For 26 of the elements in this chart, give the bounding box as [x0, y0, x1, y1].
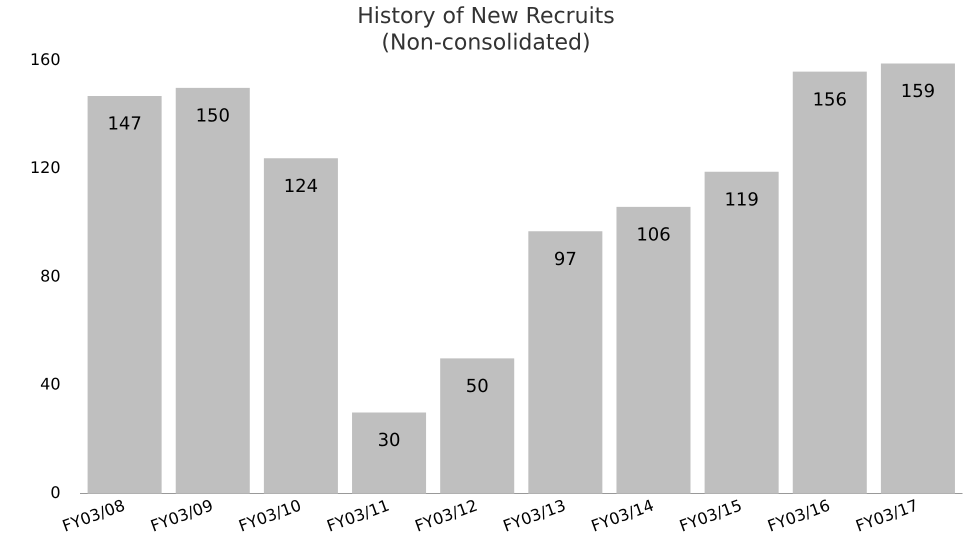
- bar: [616, 206, 691, 494]
- data-label: 156: [812, 89, 847, 110]
- data-label: 97: [554, 248, 577, 270]
- bar: [880, 64, 955, 494]
- bar: [176, 88, 250, 494]
- bar: [528, 231, 602, 494]
- data-label: 119: [724, 189, 759, 210]
- bar: [352, 412, 426, 494]
- data-label: 50: [466, 376, 489, 398]
- data-label: 147: [107, 114, 142, 135]
- y-tick-label: 120: [30, 158, 61, 178]
- y-tick-label: 80: [40, 266, 61, 286]
- bar: [792, 72, 867, 494]
- y-tick-label: 160: [30, 50, 61, 69]
- y-tick-label: 0: [50, 482, 61, 502]
- y-tick-label: 40: [40, 374, 61, 394]
- data-label: 106: [636, 224, 671, 246]
- chart-title: History of New Recruits (Non-consolidated): [357, 4, 615, 56]
- data-label: 124: [284, 176, 318, 197]
- bar: [440, 358, 514, 494]
- bar: [88, 96, 162, 494]
- data-label: 30: [378, 430, 401, 452]
- bar: [264, 158, 338, 494]
- data-label: 150: [196, 106, 230, 127]
- bar: [704, 172, 779, 494]
- data-label: 159: [900, 81, 936, 102]
